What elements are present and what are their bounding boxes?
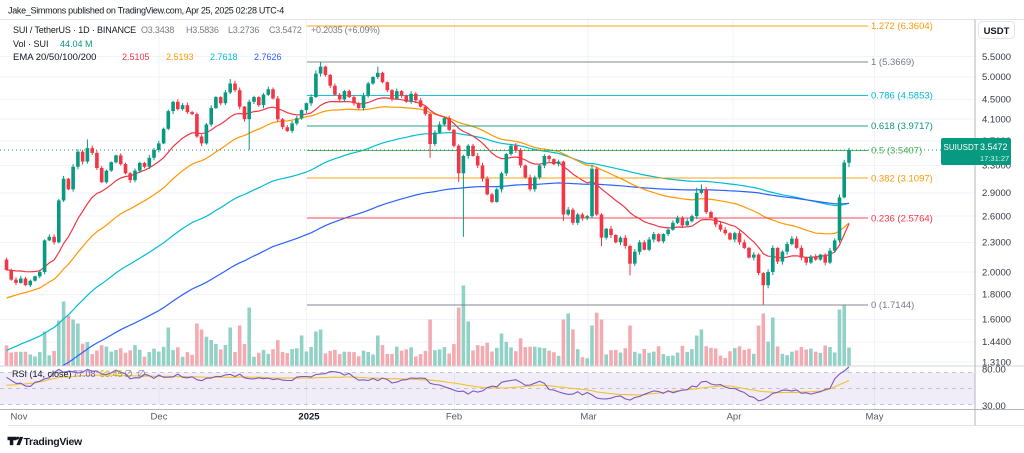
- svg-text:∅: ∅: [137, 369, 146, 380]
- svg-text:L3.2736: L3.2736: [228, 25, 259, 35]
- svg-text:Dec: Dec: [151, 412, 168, 423]
- svg-text:2.3000: 2.3000: [982, 238, 1011, 249]
- svg-text:0 (1.7144): 0 (1.7144): [871, 300, 914, 311]
- svg-text:Jake_Simmons published on Trad: Jake_Simmons published on TradingView.co…: [8, 6, 284, 16]
- svg-text:H3.5836: H3.5836: [186, 25, 219, 35]
- svg-text:2.9000: 2.9000: [982, 188, 1011, 199]
- svg-text:1.3100: 1.3100: [982, 357, 1011, 368]
- svg-text:EMA 20/50/100/200: EMA 20/50/100/200: [13, 52, 96, 63]
- svg-text:2.0000: 2.0000: [982, 267, 1011, 278]
- svg-text:0.786 (4.5853): 0.786 (4.5853): [871, 91, 933, 102]
- svg-text:1.4400: 1.4400: [982, 337, 1011, 348]
- svg-text:+0.2035 (+6.09%): +0.2035 (+6.09%): [311, 25, 380, 35]
- svg-text:2.7618: 2.7618: [210, 52, 238, 62]
- svg-text:C3.5472: C3.5472: [269, 25, 302, 35]
- svg-text:5.5000: 5.5000: [982, 52, 1011, 63]
- svg-text:1.272 (6.3604): 1.272 (6.3604): [871, 21, 933, 32]
- svg-text:3.5472: 3.5472: [980, 142, 1008, 152]
- svg-text:0.382 (3.1097): 0.382 (3.1097): [871, 173, 933, 184]
- svg-text:Apr: Apr: [727, 412, 742, 423]
- svg-text:0.236 (2.5764): 0.236 (2.5764): [871, 213, 933, 224]
- svg-text:May: May: [866, 412, 884, 423]
- svg-text:O3.3438: O3.3438: [141, 25, 174, 35]
- svg-text:SUI / TetherUS · 1D · BINANCE: SUI / TetherUS · 1D · BINANCE: [13, 25, 136, 35]
- svg-text:RSI (14, close): RSI (14, close): [12, 369, 72, 379]
- svg-text:53.45: 53.45: [100, 369, 123, 379]
- svg-text:44.04 M: 44.04 M: [60, 39, 93, 49]
- svg-text:1 (5.3669): 1 (5.3669): [871, 57, 914, 68]
- svg-text:SUIUSDT: SUIUSDT: [944, 143, 979, 152]
- svg-text:∅: ∅: [124, 369, 133, 380]
- svg-text:2.7626: 2.7626: [254, 52, 282, 62]
- svg-text:0.618 (3.9717): 0.618 (3.9717): [871, 121, 933, 132]
- svg-text:USDT: USDT: [984, 26, 1010, 37]
- svg-text:Vol · SUI: Vol · SUI: [13, 39, 49, 49]
- svg-text:30.00: 30.00: [982, 401, 1006, 412]
- svg-text:2.5105: 2.5105: [122, 52, 150, 62]
- svg-text:3.3000: 3.3000: [982, 161, 1011, 172]
- svg-text:5.0000: 5.0000: [982, 72, 1011, 83]
- svg-text:2.6000: 2.6000: [982, 212, 1011, 223]
- svg-text:Feb: Feb: [446, 412, 462, 423]
- svg-text:77.08: 77.08: [73, 369, 96, 379]
- svg-text:2.5193: 2.5193: [166, 52, 194, 62]
- svg-text:4.5000: 4.5000: [982, 95, 1011, 106]
- svg-text:TradingView: TradingView: [24, 436, 83, 448]
- svg-text:0.5 (3.5407): 0.5 (3.5407): [871, 146, 922, 157]
- svg-text:4.1000: 4.1000: [982, 114, 1011, 125]
- svg-text:17:31:27: 17:31:27: [980, 154, 1009, 163]
- svg-text:80.00: 80.00: [982, 364, 1006, 375]
- svg-text:Nov: Nov: [11, 412, 28, 423]
- svg-text:1.8000: 1.8000: [982, 290, 1011, 301]
- svg-text:2025: 2025: [298, 412, 320, 423]
- svg-text:1.6000: 1.6000: [982, 315, 1011, 326]
- svg-text:Mar: Mar: [580, 412, 596, 423]
